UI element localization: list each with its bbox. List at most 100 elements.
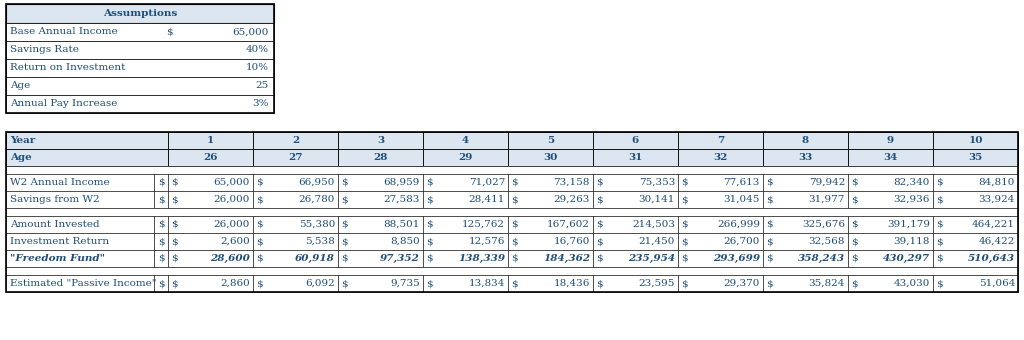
Bar	[168, 191, 253, 208]
Text: $: $	[158, 195, 164, 204]
Text: $: $	[851, 237, 858, 246]
Bar	[678, 233, 763, 250]
Bar	[168, 250, 253, 267]
Text: 12,576: 12,576	[469, 237, 505, 246]
Bar	[763, 191, 848, 208]
Bar	[338, 250, 423, 267]
Text: 13,834: 13,834	[469, 279, 505, 288]
Text: $: $	[426, 220, 432, 229]
Text: $: $	[766, 178, 773, 187]
Text: 167,602: 167,602	[547, 220, 590, 229]
Bar	[508, 250, 593, 267]
Text: Savings from W2: Savings from W2	[10, 195, 99, 204]
Bar	[678, 216, 763, 233]
Text: 25: 25	[256, 82, 269, 90]
Text: $: $	[681, 279, 688, 288]
Text: $: $	[681, 178, 688, 187]
Text: $: $	[158, 220, 164, 229]
Text: $: $	[341, 220, 347, 229]
Text: $: $	[256, 220, 262, 229]
Bar	[593, 191, 678, 208]
Bar	[253, 250, 338, 267]
Text: Return on Investment: Return on Investment	[10, 64, 125, 72]
Text: $: $	[511, 195, 517, 204]
Text: $: $	[256, 237, 262, 246]
Text: 88,501: 88,501	[384, 220, 420, 229]
Text: $: $	[596, 178, 603, 187]
Bar	[933, 132, 1018, 149]
Text: 34: 34	[884, 153, 898, 162]
Text: 7: 7	[717, 136, 724, 145]
Text: $: $	[426, 237, 432, 246]
Text: $: $	[158, 279, 164, 288]
Text: 33,924: 33,924	[979, 195, 1015, 204]
Text: 55,380: 55,380	[299, 220, 335, 229]
Text: 391,179: 391,179	[887, 220, 930, 229]
Bar	[593, 233, 678, 250]
Bar	[763, 149, 848, 166]
Bar	[6, 166, 1018, 174]
Bar	[338, 174, 423, 191]
Bar	[168, 149, 253, 166]
Bar	[423, 191, 508, 208]
Text: $: $	[681, 220, 688, 229]
Bar	[168, 216, 253, 233]
Bar	[6, 250, 154, 267]
Bar	[154, 216, 168, 233]
Bar	[423, 233, 508, 250]
Text: 32,936: 32,936	[894, 195, 930, 204]
Bar	[6, 4, 274, 113]
Text: Investment Return: Investment Return	[10, 237, 110, 246]
Bar	[763, 233, 848, 250]
Text: $: $	[341, 279, 347, 288]
Text: 29: 29	[459, 153, 473, 162]
Bar	[154, 250, 168, 267]
Text: $: $	[158, 178, 164, 187]
Text: $: $	[171, 237, 177, 246]
Text: $: $	[596, 237, 603, 246]
Bar	[154, 191, 168, 208]
Bar	[593, 149, 678, 166]
Bar	[763, 250, 848, 267]
Text: 71,027: 71,027	[469, 178, 505, 187]
Text: 84,810: 84,810	[979, 178, 1015, 187]
Text: $: $	[171, 254, 177, 263]
Text: 184,362: 184,362	[543, 254, 590, 263]
Bar	[338, 132, 423, 149]
Text: 31,045: 31,045	[724, 195, 760, 204]
Text: 6: 6	[632, 136, 639, 145]
Bar	[253, 132, 338, 149]
Bar	[848, 216, 933, 233]
Text: $: $	[596, 195, 603, 204]
Bar	[508, 174, 593, 191]
Text: 2: 2	[292, 136, 299, 145]
Bar	[933, 191, 1018, 208]
Bar	[6, 275, 154, 292]
Text: $: $	[171, 220, 177, 229]
Text: 60,918: 60,918	[295, 254, 335, 263]
Bar	[6, 77, 274, 95]
Bar	[6, 216, 154, 233]
Text: 29,263: 29,263	[554, 195, 590, 204]
Bar	[678, 191, 763, 208]
Bar	[338, 149, 423, 166]
Text: $: $	[851, 220, 858, 229]
Text: $: $	[511, 279, 517, 288]
Bar	[6, 191, 154, 208]
Text: $: $	[511, 220, 517, 229]
Text: $: $	[511, 178, 517, 187]
Text: 358,243: 358,243	[798, 254, 845, 263]
Text: 21,450: 21,450	[639, 237, 675, 246]
Text: 26: 26	[203, 153, 218, 162]
Bar	[508, 275, 593, 292]
Bar	[508, 149, 593, 166]
Text: 125,762: 125,762	[462, 220, 505, 229]
Text: 4: 4	[462, 136, 469, 145]
Bar	[423, 174, 508, 191]
Text: Estimated "Passive Income": Estimated "Passive Income"	[10, 279, 157, 288]
Text: $: $	[936, 220, 943, 229]
Bar	[6, 132, 168, 149]
Text: 26,700: 26,700	[724, 237, 760, 246]
Bar	[678, 149, 763, 166]
Bar	[154, 275, 168, 292]
